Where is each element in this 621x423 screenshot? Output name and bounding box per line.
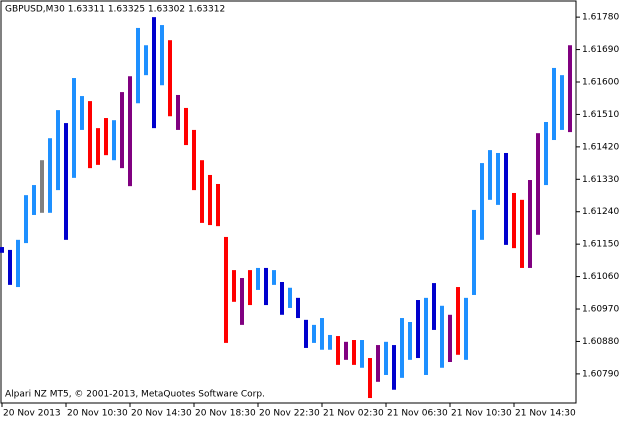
price-bar xyxy=(376,345,380,382)
y-tick-label: 1.61780 xyxy=(582,13,619,23)
price-bar xyxy=(304,319,308,348)
price-bar xyxy=(192,129,196,191)
y-tick-label: 1.61600 xyxy=(582,78,619,88)
price-bar xyxy=(496,152,500,205)
y-tick-label: 1.60790 xyxy=(582,369,619,379)
price-bar xyxy=(384,341,388,375)
price-bar xyxy=(248,270,252,306)
x-tick-label: 21 Nov 10:30 xyxy=(451,409,512,419)
price-bar xyxy=(344,341,348,360)
y-tick-label: 1.61510 xyxy=(582,110,619,120)
price-bar xyxy=(472,209,476,295)
price-bar xyxy=(448,314,452,362)
copyright: Alpari NZ MT5, © 2001-2013, MetaQuotes S… xyxy=(5,390,265,400)
price-bar xyxy=(280,282,284,315)
y-tick-label: 1.60880 xyxy=(582,337,619,347)
price-bar xyxy=(408,322,412,360)
price-bar xyxy=(8,249,12,285)
price-bar xyxy=(224,236,228,343)
price-bar xyxy=(0,247,4,253)
price-bar xyxy=(208,174,212,226)
x-tick-label: 20 Nov 14:30 xyxy=(131,409,192,419)
y-tick-label: 1.61060 xyxy=(582,272,619,282)
price-bar xyxy=(40,160,44,213)
price-bar xyxy=(432,283,436,330)
price-bar xyxy=(72,78,76,178)
price-bar xyxy=(536,133,540,235)
price-bar xyxy=(144,45,148,76)
price-bar xyxy=(320,318,324,350)
price-bar xyxy=(456,287,460,355)
price-bar xyxy=(368,358,372,399)
price-bar xyxy=(88,101,92,169)
price-bar xyxy=(296,297,300,319)
price-bar xyxy=(568,45,572,133)
price-bar xyxy=(464,297,468,360)
price-bar xyxy=(200,160,204,223)
price-bar xyxy=(16,239,20,288)
price-bar xyxy=(512,192,516,249)
price-bar xyxy=(352,340,356,365)
price-bar xyxy=(480,163,484,240)
price-bar xyxy=(312,324,316,343)
x-tick-label: 21 Nov 06:30 xyxy=(387,409,448,419)
plot-frame xyxy=(0,0,577,404)
x-tick-label: 20 Nov 10:30 xyxy=(67,409,128,419)
price-bar xyxy=(64,123,68,240)
x-tick-label: 20 Nov 22:30 xyxy=(259,409,320,419)
price-bar xyxy=(392,345,396,390)
x-tick-label: 21 Nov 14:30 xyxy=(515,409,576,419)
price-bar xyxy=(240,278,244,325)
price-bar xyxy=(488,150,492,200)
y-tick-label: 1.61240 xyxy=(582,207,619,217)
price-bar xyxy=(264,267,268,306)
price-bar xyxy=(56,110,60,191)
price-bar xyxy=(528,180,532,268)
x-tick-label: 20 Nov 2013 xyxy=(3,409,61,419)
price-bar xyxy=(400,318,404,378)
price-bar xyxy=(216,183,220,227)
price-bar xyxy=(104,118,108,156)
price-bar xyxy=(120,92,124,169)
price-bar xyxy=(176,94,180,130)
x-tick-label: 21 Nov 02:30 xyxy=(323,409,384,419)
price-bar xyxy=(136,27,140,104)
price-bar xyxy=(504,152,508,245)
price-bar xyxy=(112,120,116,161)
price-bar xyxy=(48,138,52,213)
price-bar xyxy=(288,287,292,308)
price-bar xyxy=(544,122,548,186)
price-bar xyxy=(360,340,364,368)
price-bar xyxy=(256,267,260,290)
price-bar xyxy=(168,40,172,117)
y-tick-label: 1.61150 xyxy=(582,240,619,250)
price-bar xyxy=(424,297,428,375)
price-bar xyxy=(152,17,156,129)
price-bar xyxy=(520,199,524,268)
y-tick-label: 1.61330 xyxy=(582,175,619,185)
price-bar xyxy=(328,334,332,350)
y-tick-label: 1.61690 xyxy=(582,45,619,55)
price-bar xyxy=(24,195,28,244)
price-bar xyxy=(184,107,188,146)
price-bar xyxy=(96,128,100,165)
price-bar xyxy=(32,185,36,215)
price-bar xyxy=(416,300,420,359)
y-tick-label: 1.61420 xyxy=(582,142,619,152)
price-bar xyxy=(552,67,556,141)
price-bar xyxy=(160,25,164,86)
x-tick-label: 20 Nov 18:30 xyxy=(195,409,256,419)
y-tick-label: 1.60970 xyxy=(582,305,619,315)
chart-title: GBPUSD,M30 1.63311 1.63325 1.63302 1.633… xyxy=(5,5,225,15)
price-bar xyxy=(80,96,84,130)
price-bar xyxy=(560,75,564,130)
price-bar xyxy=(232,270,236,302)
price-bar xyxy=(128,76,132,187)
price-bar xyxy=(440,305,444,368)
price-bar xyxy=(336,336,340,365)
price-bar xyxy=(272,270,276,285)
